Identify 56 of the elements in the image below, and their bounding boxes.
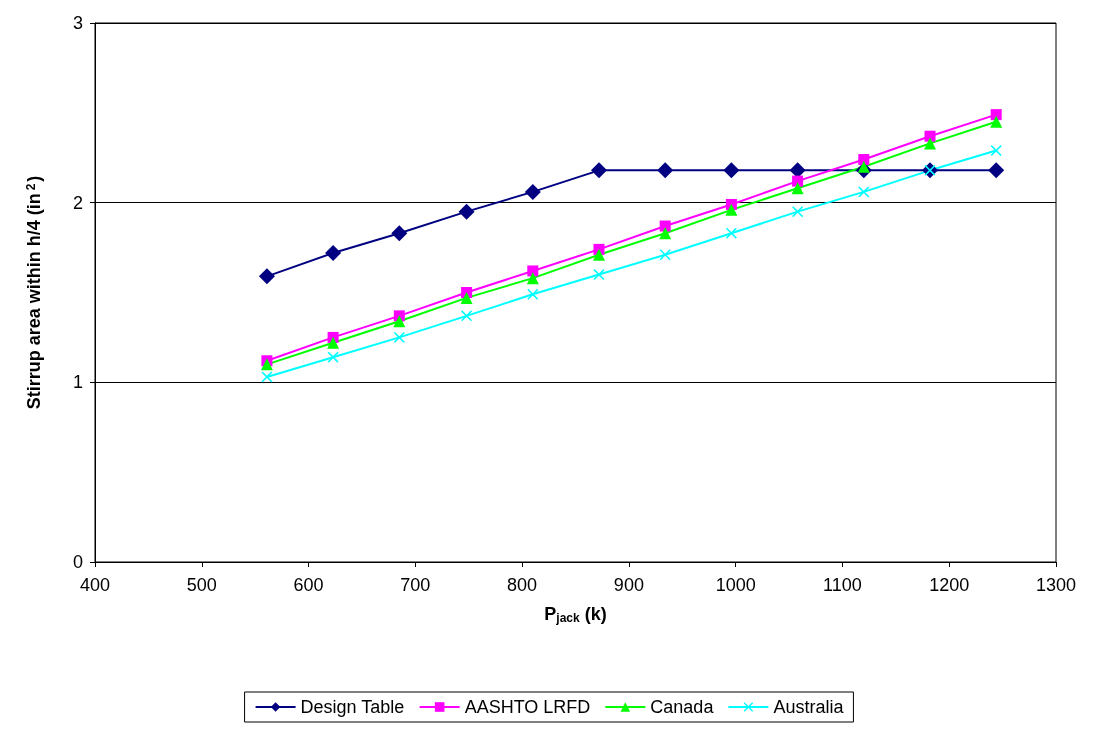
point bbox=[990, 115, 1003, 128]
point bbox=[590, 162, 607, 179]
point bbox=[593, 269, 605, 281]
y-tick-label: 2 bbox=[72, 192, 83, 213]
point bbox=[260, 358, 273, 371]
x-tick-label: 1000 bbox=[715, 575, 756, 595]
point bbox=[393, 331, 405, 343]
x-tick-label: 800 bbox=[507, 575, 538, 595]
point bbox=[924, 137, 936, 150]
y-tick-label: 1 bbox=[72, 372, 83, 393]
point bbox=[723, 162, 740, 179]
point bbox=[659, 220, 671, 232]
y-axis-title: Stirrup area within h/4 (in2) bbox=[24, 175, 44, 410]
point bbox=[527, 288, 539, 300]
x-tick-label: 1300 bbox=[1035, 575, 1077, 595]
point bbox=[391, 225, 408, 242]
point bbox=[261, 371, 273, 383]
point bbox=[857, 160, 870, 173]
y-tick-label: 3 bbox=[72, 13, 83, 33]
point bbox=[460, 291, 473, 304]
x-tick-label: 900 bbox=[613, 575, 644, 595]
x-tick-label: 1200 bbox=[929, 575, 970, 595]
point bbox=[524, 183, 541, 200]
x-tick-label: 400 bbox=[79, 575, 111, 595]
legend-label: AASHTO LRFD bbox=[464, 697, 591, 717]
point bbox=[393, 315, 406, 328]
point bbox=[990, 109, 1002, 121]
point bbox=[924, 130, 936, 142]
point bbox=[791, 182, 804, 195]
point bbox=[458, 203, 475, 220]
point bbox=[659, 227, 672, 240]
point bbox=[990, 145, 1002, 157]
point bbox=[258, 268, 275, 285]
point bbox=[327, 351, 339, 363]
x-tick-label: 600 bbox=[293, 575, 324, 595]
point bbox=[988, 162, 1005, 179]
point bbox=[327, 336, 340, 349]
point bbox=[657, 162, 674, 179]
y-tick-label: 0 bbox=[72, 552, 83, 572]
point bbox=[725, 227, 737, 239]
legend-label: Design Table bbox=[300, 697, 405, 717]
x-tick-label: 1100 bbox=[823, 575, 862, 595]
legend-label: Canada bbox=[650, 697, 715, 717]
point bbox=[527, 265, 539, 277]
legend-label: Australia bbox=[773, 697, 845, 717]
point bbox=[325, 244, 342, 261]
x-tick-label: 500 bbox=[186, 575, 217, 595]
point bbox=[592, 248, 605, 261]
point bbox=[858, 154, 870, 166]
point bbox=[526, 272, 539, 285]
point bbox=[725, 203, 738, 216]
point bbox=[659, 249, 671, 261]
x-tick-label: 700 bbox=[400, 575, 431, 595]
point bbox=[858, 186, 870, 198]
point bbox=[461, 310, 473, 322]
point bbox=[792, 206, 804, 218]
